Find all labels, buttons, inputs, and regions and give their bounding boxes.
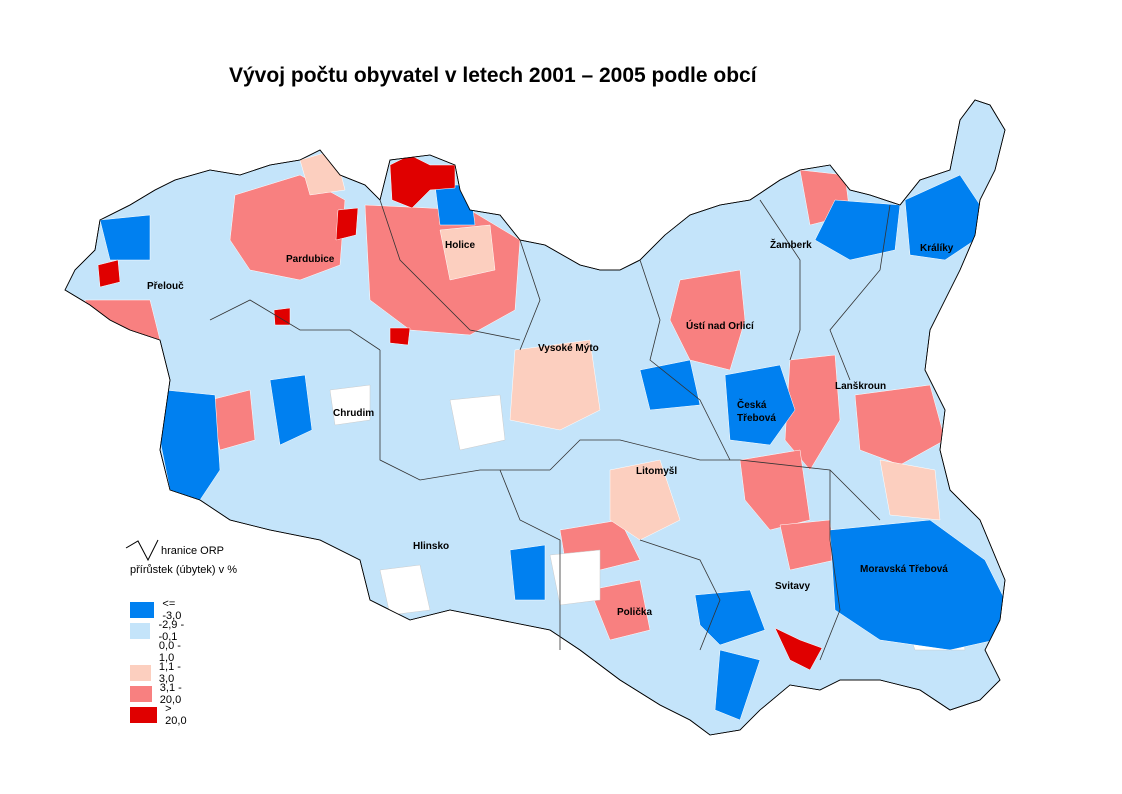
patch-slight-increase <box>509 339 601 431</box>
patch-slight-increase <box>439 224 496 281</box>
orp-labels: Přelouč Pardubice Holice Žamberk Králíky… <box>147 238 954 618</box>
label-holice: Holice <box>445 240 475 251</box>
legend-swatch <box>130 644 151 660</box>
label-svitavy: Svitavy <box>775 581 810 592</box>
map-title: Vývoj počtu obyvatel v letech 2001 – 200… <box>229 64 757 87</box>
patch-increase <box>784 354 841 471</box>
legend-swatch <box>130 707 158 723</box>
patch-stable <box>549 549 601 606</box>
patch-increase <box>854 384 946 466</box>
legend-boundary-label: hranice ORP <box>161 545 224 557</box>
patch-strong-increase <box>389 327 411 346</box>
legend-label: > 20,0 <box>165 703 187 727</box>
patch-strong-increase <box>273 307 291 326</box>
label-policka: Polička <box>617 607 652 618</box>
label-kraliky: Králíky <box>920 243 954 254</box>
patch-decrease <box>724 364 796 446</box>
label-hlinsko: Hlinsko <box>413 541 449 552</box>
patch-decrease <box>814 199 901 261</box>
label-chrudim: Chrudim <box>333 408 374 419</box>
boundary-line-icon <box>125 539 159 562</box>
patch-decrease <box>639 359 701 411</box>
legend-heading: přírůstek (úbytek) v % <box>130 564 237 576</box>
patch-strong-increase <box>97 259 121 288</box>
patch-strong-increase <box>774 627 823 671</box>
legend-item: 3,1 - 20,0 <box>130 682 191 706</box>
patch-increase <box>669 269 746 371</box>
legend-item: > 20,0 <box>130 703 191 727</box>
legend-label: 0,0 - 1,0 <box>158 640 181 664</box>
patch-stable <box>379 564 431 616</box>
legend-swatch <box>130 686 152 702</box>
label-pardubice: Pardubice <box>286 254 335 265</box>
patch-decrease <box>509 544 546 601</box>
patch-strong-increase <box>389 154 456 209</box>
label-vysoke-myto: Vysoké Mýto <box>538 343 599 354</box>
label-zamberk: Žamberk <box>770 238 812 251</box>
patch-slight-increase <box>609 459 681 541</box>
label-litomysl: Litomyšl <box>636 466 677 477</box>
label-usti-nad-orlici: Ústí nad Orlicí <box>686 319 755 332</box>
patch-increase <box>589 579 651 641</box>
patch-slight-increase <box>879 459 941 521</box>
orp-boundaries <box>209 199 891 661</box>
legend-swatch <box>130 623 151 639</box>
legend-swatch <box>130 602 155 618</box>
patch-stable <box>329 384 371 426</box>
legend-label: <= -3,0 <box>162 598 182 622</box>
legend-item: -2,9 - -0,1 <box>130 619 189 643</box>
legend-swatch <box>130 665 151 681</box>
region-outline <box>64 99 1006 736</box>
patch-decrease <box>714 649 761 721</box>
label-moravska-trebova: Moravská Třebová <box>860 564 948 575</box>
patch-decrease <box>694 589 766 646</box>
label-ceska: Česká <box>737 398 767 411</box>
patch-decrease <box>159 389 221 501</box>
label-trebova: Třebová <box>737 413 776 424</box>
legend-item: 0,0 - 1,0 <box>130 640 185 664</box>
patch-stable <box>449 394 506 451</box>
label-prelouc: Přelouč <box>147 281 184 292</box>
legend-label: 1,1 - 3,0 <box>158 661 181 685</box>
legend-label: -2,9 - -0,1 <box>158 619 185 643</box>
patch-decrease <box>99 214 151 261</box>
patch-decrease <box>434 184 476 226</box>
municipality-patches <box>84 149 1005 721</box>
legend-item: <= -3,0 <box>130 598 189 622</box>
patch-decrease <box>269 374 313 446</box>
patch-strong-increase <box>335 207 359 241</box>
label-lanskroun: Lanškroun <box>835 381 886 392</box>
patch-increase <box>84 299 161 351</box>
legend-label: 3,1 - 20,0 <box>159 682 182 706</box>
legend-item: 1,1 - 3,0 <box>130 661 185 685</box>
